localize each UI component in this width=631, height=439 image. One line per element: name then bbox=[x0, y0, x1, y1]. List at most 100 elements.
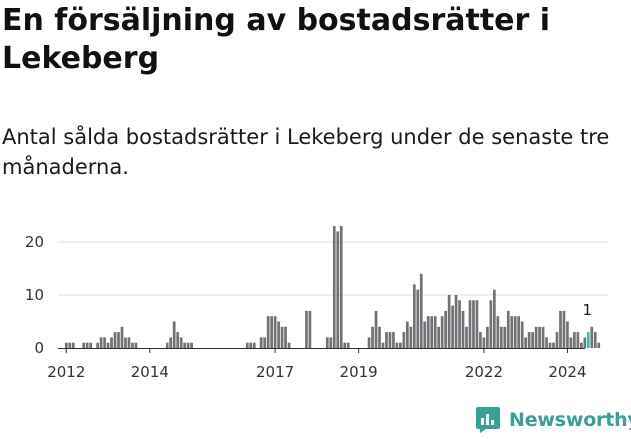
bar bbox=[131, 342, 134, 348]
bar bbox=[287, 342, 291, 348]
bar bbox=[124, 337, 127, 348]
bar bbox=[597, 342, 601, 348]
bar bbox=[486, 326, 489, 348]
bar bbox=[134, 342, 138, 348]
y-axis-tick-labels: 0 10 20 bbox=[25, 233, 44, 357]
bar bbox=[259, 337, 263, 348]
bar bbox=[468, 300, 472, 348]
bar bbox=[482, 337, 486, 348]
bar bbox=[190, 342, 193, 348]
bar bbox=[444, 310, 447, 348]
x-tick-label: 2017 bbox=[256, 363, 294, 381]
bar bbox=[71, 342, 75, 348]
bar bbox=[308, 310, 312, 348]
bar bbox=[465, 326, 468, 348]
bar bbox=[419, 273, 423, 348]
bar bbox=[590, 326, 594, 348]
bar bbox=[548, 342, 552, 348]
bar bbox=[329, 337, 333, 348]
bar bbox=[169, 337, 173, 348]
bar bbox=[249, 342, 253, 348]
bar bbox=[113, 332, 117, 348]
bar bbox=[381, 342, 385, 348]
bar bbox=[346, 342, 350, 348]
bar bbox=[489, 300, 493, 348]
bar bbox=[496, 316, 500, 348]
bar bbox=[82, 342, 86, 348]
bar bbox=[458, 300, 461, 348]
bar bbox=[120, 326, 124, 348]
bar bbox=[339, 226, 343, 348]
bar bbox=[552, 342, 555, 348]
bar bbox=[176, 332, 180, 348]
bar bbox=[399, 342, 402, 348]
bar bbox=[510, 316, 514, 348]
bar bbox=[273, 316, 277, 348]
bar bbox=[106, 342, 110, 348]
bar bbox=[527, 332, 531, 348]
bar bbox=[566, 321, 569, 348]
bar bbox=[545, 337, 548, 348]
bar bbox=[493, 289, 496, 348]
bar bbox=[179, 337, 183, 348]
bar bbox=[385, 332, 388, 348]
brand-logo: Newsworthy bbox=[475, 406, 631, 434]
page-title: En försäljning av bostadsrätter i Lekebe… bbox=[2, 3, 551, 76]
bar bbox=[186, 342, 190, 348]
bar bbox=[367, 337, 371, 348]
bar bbox=[266, 316, 270, 348]
bar bbox=[406, 321, 409, 348]
bar bbox=[305, 310, 308, 348]
bar bbox=[520, 321, 524, 348]
bar bbox=[96, 342, 99, 348]
bar bbox=[538, 326, 541, 348]
brand-name: Newsworthy bbox=[509, 409, 631, 431]
x-tick-label: 2019 bbox=[340, 363, 378, 381]
x-tick-label: 2012 bbox=[47, 363, 85, 381]
bar bbox=[447, 295, 451, 348]
bar bbox=[64, 342, 68, 348]
bar bbox=[454, 295, 458, 348]
bar bbox=[517, 316, 521, 348]
bar bbox=[559, 310, 562, 348]
y-tick-label: 0 bbox=[34, 339, 44, 357]
bar bbox=[336, 231, 340, 348]
bar bbox=[284, 326, 287, 348]
bar bbox=[503, 326, 507, 348]
bar bbox=[395, 342, 399, 348]
bar bbox=[433, 316, 437, 348]
bar bbox=[325, 337, 329, 348]
bar bbox=[172, 321, 176, 348]
bar bbox=[576, 332, 580, 348]
bar bbox=[392, 332, 395, 348]
bar bbox=[68, 342, 72, 348]
bar bbox=[472, 300, 475, 348]
bar bbox=[277, 321, 280, 348]
bar bbox=[499, 326, 503, 348]
y-tick-label: 10 bbox=[25, 286, 44, 304]
bar bbox=[117, 332, 120, 348]
bar bbox=[440, 316, 444, 348]
bar bbox=[555, 332, 559, 348]
bar bbox=[103, 337, 106, 348]
x-axis: 2012 2014 2017 2019 2022 2024 bbox=[47, 348, 587, 381]
bar bbox=[183, 342, 186, 348]
bar bbox=[531, 332, 534, 348]
bar bbox=[332, 226, 336, 348]
bar bbox=[586, 332, 590, 348]
bar bbox=[374, 310, 378, 348]
bar bbox=[506, 310, 510, 348]
page-subtitle: Antal sålda bostadsrätter i Lekeberg und… bbox=[2, 125, 610, 179]
bar bbox=[388, 332, 392, 348]
bar bbox=[343, 342, 347, 348]
bar bbox=[412, 284, 416, 348]
newsworthy-logo-icon bbox=[476, 407, 500, 433]
bars bbox=[64, 226, 601, 348]
bar bbox=[593, 332, 597, 348]
bar bbox=[252, 342, 256, 348]
bar bbox=[534, 326, 538, 348]
bar bbox=[580, 342, 583, 348]
bar bbox=[430, 316, 434, 348]
bar bbox=[437, 326, 441, 348]
